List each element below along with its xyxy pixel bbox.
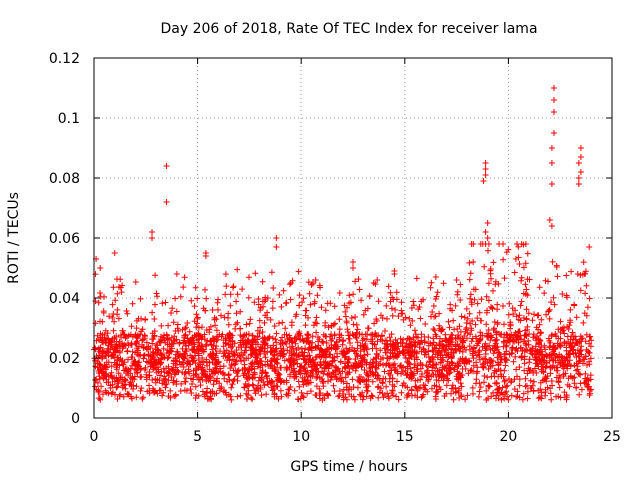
x-tick-label: 10 bbox=[292, 429, 310, 445]
x-tick-label: 5 bbox=[193, 429, 202, 445]
data-point bbox=[482, 241, 489, 247]
y-tick-label: 0.08 bbox=[49, 171, 80, 187]
data-point bbox=[149, 229, 156, 235]
data-point bbox=[577, 169, 584, 175]
x-tick-label: 15 bbox=[396, 429, 414, 445]
data-point bbox=[111, 250, 118, 256]
data-cloud bbox=[91, 241, 595, 403]
data-point bbox=[163, 199, 170, 205]
data-point bbox=[287, 280, 294, 286]
data-point bbox=[482, 229, 489, 235]
axis-ticks: 0 0.02 0.04 0.06 0.08 0.1 0.12 0 5 10 15 20 25 bbox=[49, 51, 621, 445]
x-tick-label: 0 bbox=[90, 429, 99, 445]
data-point bbox=[484, 220, 491, 226]
data-point bbox=[453, 277, 460, 283]
data-point bbox=[550, 97, 557, 103]
data-point bbox=[273, 244, 280, 250]
x-tick-label: 25 bbox=[603, 429, 621, 445]
y-tick-label: 0.04 bbox=[49, 291, 80, 307]
y-tick-label: 0 bbox=[71, 411, 80, 427]
data-point bbox=[163, 163, 170, 169]
data-cloud-marks bbox=[91, 241, 595, 403]
data-point bbox=[575, 160, 582, 166]
data-point bbox=[575, 181, 582, 187]
data-points bbox=[93, 85, 593, 286]
data-point bbox=[470, 259, 477, 265]
x-axis-label: GPS time / hours bbox=[290, 459, 407, 475]
data-point bbox=[482, 160, 489, 166]
data-point bbox=[480, 178, 487, 184]
data-point bbox=[548, 160, 555, 166]
data-point bbox=[273, 235, 280, 241]
data-point bbox=[586, 244, 593, 250]
y-tick-label: 0.1 bbox=[58, 111, 80, 127]
data-point bbox=[550, 130, 557, 136]
data-point bbox=[546, 217, 553, 223]
data-point bbox=[202, 253, 209, 259]
data-point bbox=[548, 145, 555, 151]
grid-lines bbox=[94, 58, 612, 418]
data-point bbox=[575, 175, 582, 181]
data-point bbox=[482, 172, 489, 178]
data-point bbox=[350, 259, 356, 265]
data-point bbox=[149, 235, 156, 241]
y-tick-label: 0.12 bbox=[49, 51, 80, 67]
data-point bbox=[577, 145, 584, 151]
data-point bbox=[484, 235, 491, 241]
data-point bbox=[577, 154, 584, 160]
y-tick-label: 0.02 bbox=[49, 351, 80, 367]
data-point bbox=[550, 109, 557, 115]
data-point bbox=[97, 265, 104, 271]
x-tick-label: 20 bbox=[499, 429, 517, 445]
data-point bbox=[548, 181, 555, 187]
data-point bbox=[432, 274, 439, 280]
data-point bbox=[173, 271, 180, 277]
data-point bbox=[482, 166, 489, 172]
data-point bbox=[312, 277, 319, 283]
y-tick-label: 0.06 bbox=[49, 231, 80, 247]
data-point bbox=[370, 280, 377, 286]
chart-title: Day 206 of 2018, Rate Of TEC Index for r… bbox=[160, 21, 537, 37]
y-axis-label: ROTI / TECUs bbox=[6, 192, 22, 284]
data-point bbox=[350, 265, 356, 271]
data-point bbox=[391, 271, 398, 277]
data-point bbox=[548, 223, 555, 229]
data-point bbox=[550, 85, 557, 91]
